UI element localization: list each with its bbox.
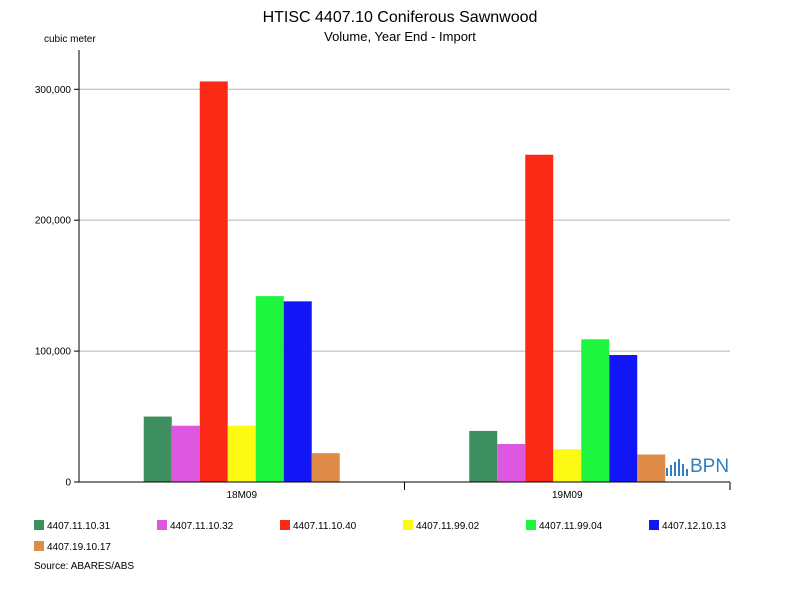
legend-label: 4407.19.10.17 bbox=[47, 542, 111, 553]
legend-swatch bbox=[34, 541, 44, 551]
bar-18M09-4407.11.99.04 bbox=[255, 296, 284, 482]
legend-label: 4407.11.10.40 bbox=[293, 521, 357, 532]
bar-18M09-4407.12.10.13 bbox=[283, 301, 312, 482]
chart-title: HTISC 4407.10 Coniferous Sawnwood bbox=[263, 9, 538, 26]
legend-label: 4407.11.10.31 bbox=[47, 521, 111, 532]
bpn-logo-text: BPN bbox=[690, 456, 730, 477]
legend-swatch bbox=[157, 520, 167, 530]
bar-18M09-4407.11.99.02 bbox=[227, 425, 256, 482]
source-note: Source: ABARES/ABS bbox=[34, 561, 135, 572]
chart-subtitle: Volume, Year End - Import bbox=[324, 29, 476, 44]
legend-swatch bbox=[280, 520, 290, 530]
bar-18M09-4407.11.10.32 bbox=[171, 425, 200, 482]
bar-19M09-4407.12.10.13 bbox=[609, 355, 638, 482]
y-tick-label: 0 bbox=[65, 478, 71, 489]
x-ticks: 18M09 19M09 bbox=[226, 482, 731, 501]
bar-19M09-4407.11.99.02 bbox=[553, 449, 582, 482]
y-ticks: 0 100,000 200,000 300,000 bbox=[35, 85, 79, 489]
y-tick-label: 300,000 bbox=[35, 85, 72, 96]
legend-swatch bbox=[526, 520, 536, 530]
bar-19M09-4407.11.10.32 bbox=[497, 444, 526, 482]
bar-18M09-4407.19.10.17 bbox=[311, 453, 340, 482]
legend-item: 4407.11.10.32 bbox=[157, 520, 233, 532]
legend-swatch bbox=[34, 520, 44, 530]
legend-item: 4407.11.10.31 bbox=[34, 520, 110, 532]
bar-19M09-4407.11.99.04 bbox=[581, 339, 610, 482]
bar-18M09-4407.11.10.31 bbox=[143, 416, 172, 482]
bar-19M09-4407.11.10.40 bbox=[525, 154, 554, 482]
legend-item: 4407.11.10.40 bbox=[280, 520, 356, 532]
gridlines bbox=[79, 88, 730, 352]
legend-item: 4407.11.99.04 bbox=[526, 520, 602, 532]
bpn-logo: BPN bbox=[664, 456, 734, 480]
legend-item: 4407.12.10.13 bbox=[649, 520, 726, 532]
legend-item: 4407.11.99.02 bbox=[403, 520, 479, 532]
legend-swatch bbox=[649, 520, 659, 530]
bar-19M09-4407.11.10.31 bbox=[469, 430, 498, 482]
legend-label: 4407.12.10.13 bbox=[662, 521, 726, 532]
bars bbox=[143, 81, 666, 482]
y-tick-label: 200,000 bbox=[35, 216, 72, 227]
bpn-logo-mark-icon bbox=[666, 459, 688, 476]
y-tick-label: 100,000 bbox=[35, 347, 72, 358]
legend-item: 4407.19.10.17 bbox=[34, 541, 111, 553]
x-tick-label: 19M09 bbox=[552, 490, 583, 501]
legend-label: 4407.11.10.32 bbox=[170, 521, 234, 532]
x-tick-label: 18M09 bbox=[226, 490, 257, 501]
bar-18M09-4407.11.10.40 bbox=[199, 81, 228, 482]
legend-label: 4407.11.99.04 bbox=[539, 521, 603, 532]
legend-swatch bbox=[403, 520, 413, 530]
y-axis-label: cubic meter bbox=[44, 34, 96, 45]
legend-label: 4407.11.99.02 bbox=[416, 521, 480, 532]
bar-19M09-4407.19.10.17 bbox=[637, 454, 666, 482]
